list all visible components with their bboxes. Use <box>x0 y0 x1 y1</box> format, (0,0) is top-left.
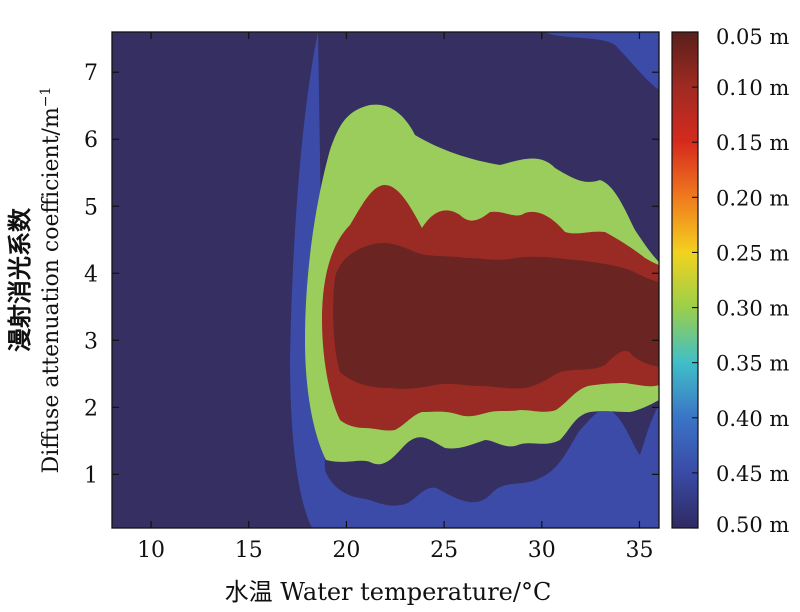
y-axis-label-en-text: Diffuse attenuation coefficient/m <box>39 107 64 473</box>
y-axis-label-en-group: Diffuse attenuation coefficient/m−1 <box>38 87 64 474</box>
x-tick-label: 30 <box>528 538 556 563</box>
colorbar-label: 0.05 m <box>716 25 789 49</box>
y-tick-label: 7 <box>84 61 98 86</box>
colorbar-label: 0.30 m <box>716 297 789 321</box>
y-tick-label: 1 <box>84 463 98 488</box>
colorbar <box>671 31 699 529</box>
plot-area <box>112 32 659 528</box>
y-axis: 1 2 3 4 5 6 7 <box>84 61 659 488</box>
x-tick-label: 35 <box>625 538 653 563</box>
colorbar-ticks: 0.05 m 0.10 m 0.15 m 0.20 m 0.25 m 0.30 m 0.35… <box>692 25 789 537</box>
x-tick-label: 25 <box>430 538 458 563</box>
y-tick-label: 3 <box>84 329 98 354</box>
colorbar-label: 0.50 m <box>716 513 789 537</box>
y-tick-label: 2 <box>84 396 98 421</box>
y-tick-label: 6 <box>84 128 98 153</box>
colorbar-label: 0.35 m <box>716 352 789 376</box>
contour-outer <box>290 32 659 528</box>
x-tick-label: 10 <box>137 538 165 563</box>
x-axis: 10 15 20 25 30 35 <box>137 32 653 563</box>
y-axis-label-en: Diffuse attenuation coefficient/m−1 <box>38 87 64 474</box>
colorbar-label: 0.40 m <box>716 407 789 431</box>
x-tick-label: 20 <box>332 538 360 563</box>
colorbar-label: 0.25 m <box>716 241 789 265</box>
contour-core <box>333 242 659 389</box>
colorbar-label: 0.15 m <box>716 131 789 155</box>
y-axis-label-exp: −1 <box>38 87 54 108</box>
x-axis-label: 水温 Water temperature/°C <box>225 578 552 606</box>
y-axis-label-cn: 漫射消光系数 <box>5 207 34 352</box>
y-axis-label: 漫射消光系数 <box>5 207 34 352</box>
colorbar-label: 0.10 m <box>716 76 789 100</box>
colorbar-label: 0.45 m <box>716 462 789 486</box>
y-tick-label: 5 <box>84 195 98 220</box>
y-tick-label: 4 <box>84 262 98 287</box>
colorbar-label: 0.20 m <box>716 186 789 210</box>
x-tick-label: 15 <box>235 538 263 563</box>
plot-frame <box>111 31 660 529</box>
